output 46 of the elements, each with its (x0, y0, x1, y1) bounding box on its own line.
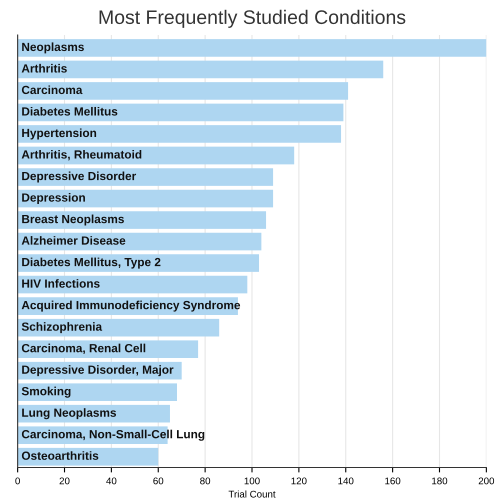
bar (18, 146, 294, 164)
y-tick-label: Alzheimer Disease (22, 236, 126, 245)
x-tick-label: 60 (153, 477, 164, 484)
bar (18, 211, 266, 229)
x-tick-label: 120 (292, 477, 307, 484)
bar (18, 39, 486, 57)
y-tick-label: Lung Neoplasms (22, 408, 116, 420)
bar (18, 168, 274, 186)
x-tick-label: 200 (478, 477, 494, 484)
y-tick-label: Smoking (22, 386, 70, 398)
x-tick-label: 160 (385, 477, 400, 484)
x-tick-label: 80 (200, 477, 210, 484)
x-tick-label: 20 (60, 477, 70, 484)
bar (18, 190, 274, 208)
bar (18, 125, 342, 143)
y-tick-label: Breast Neoplasms (22, 214, 124, 226)
x-tick-label: 140 (338, 477, 354, 484)
y-tick-label: Depression (22, 193, 85, 204)
y-tick-label: Depressive Disorder (22, 172, 136, 183)
bar (18, 60, 384, 78)
x-tick-label: 0 (15, 477, 20, 484)
y-tick-label: Acquired Immunodeficiency Syndrome (22, 300, 240, 312)
y-tick-label: Hypertension (22, 128, 96, 140)
bar (18, 276, 248, 294)
y-tick-label: Arthritis (22, 64, 67, 73)
y-tick-label: Carcinoma, Renal Cell (22, 344, 146, 354)
x-tick-label: 40 (106, 477, 116, 484)
x-tick-label: 100 (244, 477, 260, 484)
y-tick-label: Arthritis, Rheumatoid (22, 150, 142, 160)
y-tick-label: HIV Infections (22, 279, 100, 288)
bar (18, 383, 178, 402)
bar (18, 318, 220, 336)
bar (18, 232, 262, 250)
chart-title: Most Frequently Studied Conditions (100, 10, 406, 28)
bar (18, 82, 348, 100)
x-tick-label: 180 (432, 477, 448, 484)
y-tick-label: Diabetes Mellitus (22, 106, 118, 116)
y-tick-label: Osteoarthritis (22, 451, 98, 460)
y-tick-label: Depressive Disorder, Major (22, 365, 174, 376)
y-tick-label: Neoplasms (22, 42, 84, 54)
y-tick-label: Diabetes Mellitus, Type 2 (22, 258, 160, 269)
x-axis-title: Trial Count (228, 490, 276, 498)
y-tick-label: Carcinoma (22, 85, 82, 94)
y-tick-label: Carcinoma, Non-Small-Cell Lung (22, 430, 204, 441)
y-tick-label: Schizophrenia (22, 322, 102, 334)
bar (18, 104, 344, 122)
